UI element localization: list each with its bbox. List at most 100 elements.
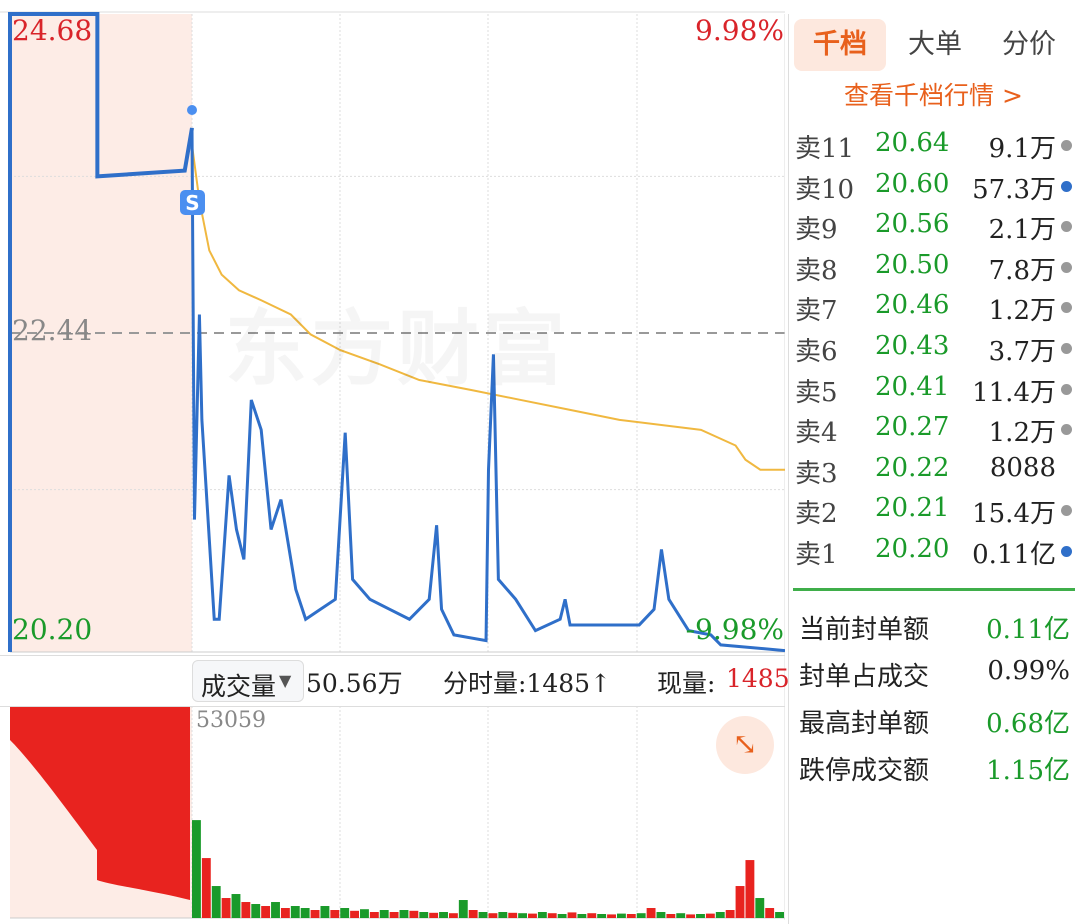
ask-volume: 2.1万	[988, 215, 1056, 246]
volume-bar	[775, 912, 784, 918]
volume-bar	[271, 902, 280, 918]
current-volume-value: 1485	[726, 664, 790, 693]
ask-level: 卖2	[795, 499, 838, 530]
avg-price-line	[191, 144, 785, 471]
volume-bar	[636, 913, 646, 918]
volume-bar	[696, 914, 705, 918]
volume-bar	[607, 914, 616, 918]
ask-price: 20.27	[875, 412, 950, 443]
price-max-label: 24.68	[12, 14, 93, 47]
ask-price: 20.46	[875, 290, 950, 321]
intraday-chart[interactable]: S	[0, 0, 785, 924]
volume-bar	[626, 914, 636, 918]
ask-price: 20.60	[875, 168, 950, 199]
stat-value: 0.11亿	[986, 615, 1070, 645]
tab-price-distribution[interactable]: 分价	[1002, 29, 1056, 60]
volume-bar	[528, 913, 537, 918]
volume-bar	[518, 913, 528, 918]
ask-level: 卖1	[795, 540, 838, 570]
volume-bar	[439, 912, 448, 918]
stat-value: 0.99%	[987, 656, 1070, 686]
volume-toolbar: 成交量 ▼ 50.56万 分时量:1485↑ 现量: 1485	[0, 655, 790, 707]
ask-level: 卖4	[795, 418, 838, 449]
volume-bar	[676, 913, 686, 918]
view-qiandang-link[interactable]: 查看千档行情 >	[844, 81, 1023, 110]
volume-bar	[192, 820, 201, 918]
volume-bar	[389, 912, 399, 918]
volume-bar	[666, 914, 676, 918]
ask-price: 20.41	[875, 371, 950, 402]
ask-row[interactable]: 卖5 20.41 11.4万	[789, 372, 1077, 412]
auction-volume-area	[10, 706, 190, 900]
dot-icon	[1061, 424, 1072, 436]
volume-bar	[587, 913, 597, 918]
ask-level: 卖9	[795, 215, 838, 246]
stat-label: 最高封单额	[799, 709, 930, 739]
expand-button[interactable]: ⤡	[716, 716, 774, 774]
ask-volume: 8088	[989, 452, 1056, 483]
ask-level: 卖8	[795, 255, 838, 286]
volume-bar	[498, 912, 508, 918]
current-point-dot	[187, 105, 197, 115]
volume-bar	[488, 913, 498, 918]
dot-icon	[1061, 343, 1072, 354]
dot-icon	[1061, 140, 1072, 151]
price-mid-label: 22.44	[12, 314, 93, 347]
ask-row[interactable]: 卖2 20.21 15.4万	[789, 493, 1077, 533]
ask-level: 卖10	[795, 174, 855, 205]
stat-value: 1.15亿	[986, 756, 1070, 786]
volume-bar	[251, 904, 261, 918]
auction-price-line	[8, 12, 194, 652]
ask-row[interactable]: 卖6 20.43 3.7万	[789, 331, 1077, 371]
volume-bar	[597, 914, 607, 918]
volume-bar	[577, 914, 587, 918]
volume-bar	[715, 912, 725, 918]
ask-row[interactable]: 卖8 20.50 7.8万	[789, 250, 1077, 290]
ask-price: 20.43	[875, 331, 950, 361]
ask-row[interactable]: 卖4 20.27 1.2万	[789, 412, 1077, 452]
ask-row[interactable]: 卖1 20.20 0.11亿	[789, 534, 1077, 574]
volume-max-label: 53059	[196, 708, 266, 733]
volume-bar	[478, 912, 488, 918]
volume-bar	[280, 908, 290, 918]
indicator-select[interactable]: 成交量 ▼	[192, 660, 304, 702]
dot-icon	[1061, 261, 1072, 273]
ask-row[interactable]: 卖11 20.64 9.1万	[789, 128, 1077, 168]
volume-bar	[379, 910, 389, 918]
watermark-logo: 东方财富	[225, 282, 569, 401]
ask-row[interactable]: 卖10 20.60 57.3万	[789, 169, 1077, 209]
indicator-select-label: 成交量	[201, 672, 277, 701]
volume-bar	[300, 908, 310, 918]
dot-icon	[1061, 180, 1072, 192]
dot-icon	[1061, 302, 1072, 314]
volume-bar	[745, 860, 755, 918]
sell-marker[interactable]	[180, 190, 205, 215]
volume-bars	[10, 706, 784, 918]
volume-bar	[320, 906, 330, 918]
volume-bar	[547, 913, 557, 918]
stat-row: 最高封单额 0.68亿	[789, 703, 1077, 743]
volume-bar	[567, 912, 577, 918]
volume-bar	[616, 913, 626, 918]
volume-bar	[429, 912, 439, 918]
volume-bar	[340, 908, 350, 918]
price-line	[190, 127, 785, 653]
tab-large-orders[interactable]: 大单	[908, 29, 962, 60]
stat-row: 封单占成交 0.99%	[789, 656, 1077, 696]
tab-qiandang[interactable]: 千档	[794, 19, 886, 71]
volume-bar	[468, 910, 478, 918]
volume-bar	[755, 898, 765, 918]
dot-icon	[1061, 383, 1072, 395]
ask-row[interactable]: 卖9 20.56 2.1万	[789, 209, 1077, 249]
ask-volume: 7.8万	[988, 255, 1056, 286]
ask-row[interactable]: 卖3 20.22 8088	[789, 453, 1077, 493]
ask-volume: 11.4万	[972, 377, 1056, 408]
volume-bar	[735, 886, 745, 918]
divider	[793, 588, 1075, 591]
ask-level: 卖6	[795, 337, 838, 367]
ask-row[interactable]: 卖7 20.46 1.2万	[789, 290, 1077, 330]
current-volume-label: 现量:	[657, 669, 716, 698]
volume-bar	[458, 900, 468, 918]
expand-icon: ⤡	[732, 727, 758, 762]
price-min-label: 20.20	[12, 613, 93, 646]
